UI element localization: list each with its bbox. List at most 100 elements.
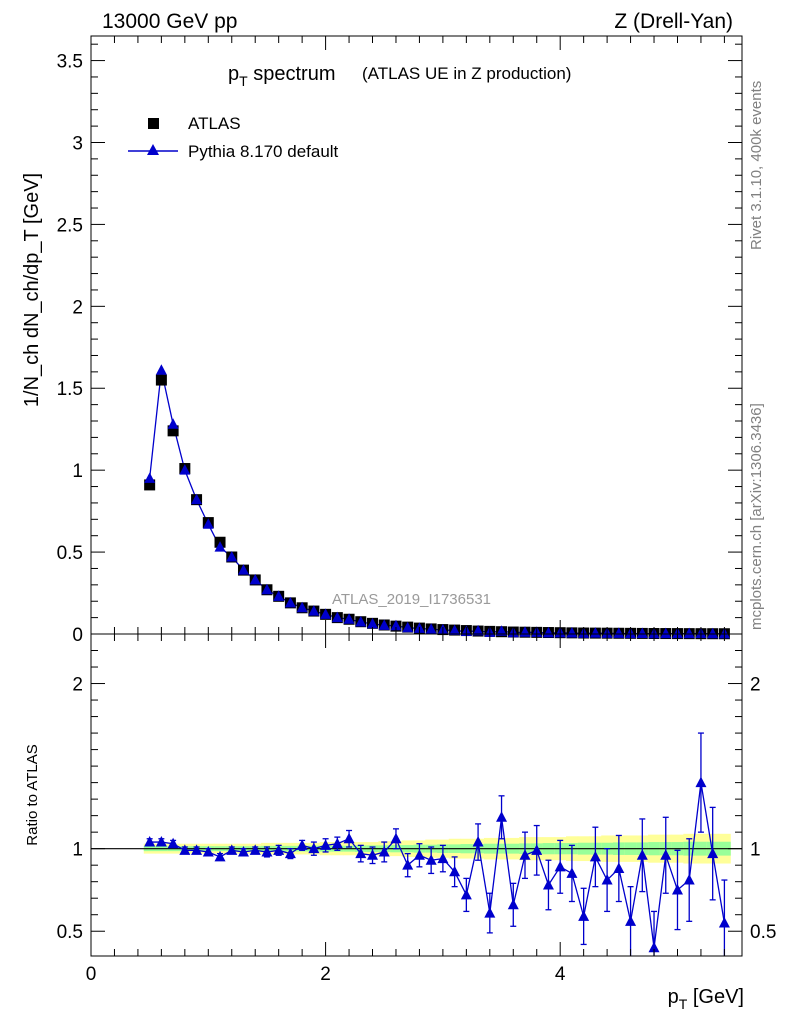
pythia-point: [249, 573, 261, 585]
pythia-point: [449, 624, 461, 636]
ratio-pythia-point: [191, 844, 203, 855]
ratio-pythia-point: [355, 847, 367, 859]
ratio-pythia-point: [413, 849, 425, 860]
pythia-point: [636, 627, 648, 639]
ratio-ytick-label: 0.5: [57, 922, 83, 943]
ratio-pythia-point: [542, 878, 554, 890]
rivet-label: Rivet 3.1.10, 400k events: [748, 81, 765, 250]
pythia-point: [284, 596, 296, 608]
main-ylabel: 1/N_ch dN_ch/dp_T [GeV]: [21, 173, 43, 407]
pythia-point: [226, 550, 238, 562]
pythia-point: [542, 626, 554, 638]
pythia-point: [367, 617, 379, 629]
ratio-pythia-point: [378, 845, 390, 857]
ratio-xtick-label: 0: [86, 964, 97, 985]
ratio-pythia-point: [496, 811, 508, 822]
ratio-xtick-label: 2: [320, 964, 331, 985]
ratio-pythia-point: [625, 915, 637, 926]
ratio-pythia-point: [437, 852, 449, 864]
pythia-point: [320, 608, 332, 619]
analysis-label: ATLAS_2019_I1736531: [332, 591, 491, 608]
ratio-pythia-point: [367, 849, 379, 860]
ratio-pythia-point: [449, 865, 461, 877]
ratio-pythia-point: [636, 849, 648, 860]
legend-pythia-label: Pythia 8.170 default: [188, 142, 339, 161]
pythia-point: [331, 611, 343, 623]
ratio-pythia-point: [695, 776, 707, 788]
pythia-point: [179, 464, 191, 475]
ratio-frame: [90, 633, 743, 957]
mcplots-label: mcplots.cern.ch [arXiv:1306.3436]: [748, 403, 765, 630]
ratio-pythia-point: [472, 836, 484, 847]
main-ytick-label: 1: [72, 461, 83, 482]
ratio-pythia-point: [554, 860, 566, 872]
x-axis-label: pT [GeV]: [668, 986, 744, 1012]
ratio-pythia-point: [179, 844, 191, 855]
pythia-point: [191, 493, 203, 505]
pythia-point: [155, 364, 167, 375]
ratio-ytick-label: 1: [72, 840, 83, 861]
ratio-pythia-point: [237, 845, 249, 857]
pythia-point: [202, 518, 214, 529]
pythia-point: [273, 590, 285, 601]
main-ytick-label: 2: [72, 297, 83, 318]
ratio-pythia-point: [296, 839, 308, 850]
ratio-ytick-label-right: 2: [750, 675, 761, 696]
ratio-pythia-point: [718, 916, 730, 928]
pythia-point: [402, 621, 414, 633]
pythia-point: [343, 613, 355, 624]
ratio-pythia-point: [249, 844, 261, 855]
pythia-point: [566, 627, 578, 638]
xlabel-rest: [GeV]: [687, 986, 744, 1008]
title-sub: T: [239, 73, 248, 89]
ratio-ytick-label-right: 1: [750, 840, 761, 861]
ratio-pythia-point: [320, 839, 332, 850]
pythia-point: [613, 627, 625, 638]
pythia-point: [390, 619, 402, 631]
ratio-pythia-point: [226, 844, 238, 855]
title-rest: spectrum: [248, 63, 336, 85]
pythia-point: [214, 541, 226, 552]
ratio-pythia-point: [683, 874, 695, 885]
legend-pythia-marker: [147, 144, 159, 155]
ratio-pythia-point: [601, 874, 613, 885]
ratio-pythia-point: [566, 867, 578, 878]
ratio-pythia-point: [202, 845, 214, 857]
energy-label: 13000 GeV pp: [102, 10, 237, 33]
pythia-point: [167, 418, 179, 429]
ratio-pythia-point: [343, 832, 355, 844]
pythia-point: [472, 624, 484, 636]
pythia-point: [707, 627, 719, 639]
ratio-pythia-point: [519, 849, 531, 860]
main-ytick-label: 2.5: [57, 215, 83, 236]
pythia-point: [261, 583, 273, 595]
main-ytick-label: 3.5: [57, 52, 83, 73]
ratio-pythia-point: [484, 907, 496, 918]
main-ytick-label: 0: [72, 625, 83, 646]
pythia-point: [308, 605, 320, 616]
ratio-pythia-point: [144, 836, 156, 847]
ratio-pythia-point: [507, 898, 519, 910]
ratio-pythia-point: [425, 854, 437, 865]
pythia-point: [296, 601, 308, 613]
ratio-pythia-point: [648, 941, 660, 953]
ratio-pythia-line: [149, 782, 726, 948]
legend-atlas-label: ATLAS: [188, 114, 241, 133]
ratio-pythia-point: [261, 845, 273, 857]
pythia-point: [683, 627, 695, 639]
main-title-paren: (ATLAS UE in Z production): [362, 64, 571, 83]
process-label: Z (Drell-Yan): [614, 10, 733, 33]
ratio-ytick-label: 2: [72, 675, 83, 696]
main-ytick-label: 0.5: [57, 543, 83, 564]
ratio-pythia-point: [578, 910, 590, 921]
atlas-point: [167, 425, 179, 437]
ratio-pythia-point: [589, 850, 601, 862]
ratio-panel: 0.5 0.5 1 1 2 2 0 2 4 Ratio to ATLAS pT [GeV]: [24, 633, 776, 1012]
ratio-ylabel: Ratio to ATLAS: [24, 744, 41, 845]
ratio-xtick-label: 4: [555, 964, 566, 985]
ratio-ytick-label-right: 0.5: [750, 922, 776, 943]
ratio-pythia-point: [214, 850, 226, 862]
main-panel: 0 0.5 1 1.5 2 2.5 3 3.5 pT spectrum (ATLAS UE i…: [21, 35, 743, 646]
ratio-pythia-point: [671, 883, 683, 895]
